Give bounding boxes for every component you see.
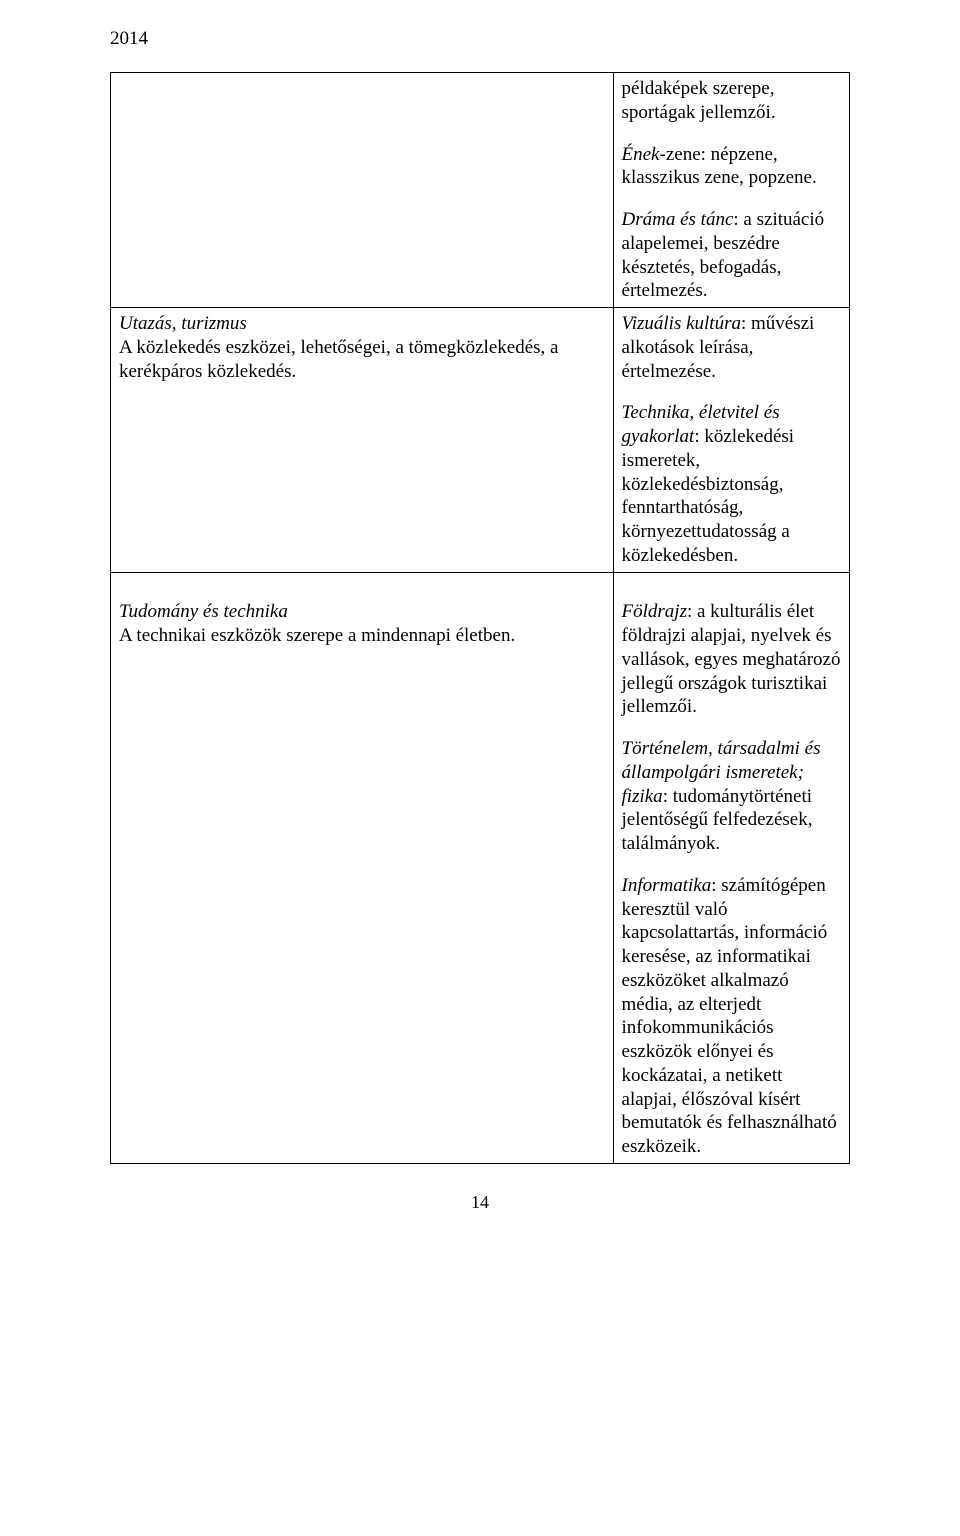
right-block: Technika, életvitel és gyakorlat: közlek… — [622, 401, 841, 567]
block-prefix: Informatika — [622, 875, 712, 896]
block-body: : számítógépen keresztül való kapcsolatt… — [622, 875, 837, 1157]
cell-right: Földrajz: a kulturális élet földrajzi al… — [613, 572, 849, 1163]
cell-right: Vizuális kultúra: művészi alkotások leír… — [613, 308, 849, 573]
left-title: Tudomány és technika — [119, 601, 288, 622]
cell-left: Utazás, turizmus A közlekedés eszközei, … — [111, 308, 614, 573]
page-number: 14 — [110, 1192, 850, 1213]
right-block: Földrajz: a kulturális élet földrajzi al… — [622, 577, 841, 720]
table-row: Tudomány és technika A technikai eszközö… — [111, 572, 850, 1163]
block-body: példaképek szerepe, sportágak jellemzői. — [622, 78, 776, 123]
block-prefix: Ének — [622, 144, 660, 165]
right-block: Dráma és tánc: a szituáció alapelemei, b… — [622, 208, 841, 303]
content-table: példaképek szerepe, sportágak jellemzői.… — [110, 72, 850, 1164]
table-row: Utazás, turizmus A közlekedés eszközei, … — [111, 308, 850, 573]
left-body: A technikai eszközök szerepe a mindennap… — [119, 625, 515, 646]
right-block: Informatika: számítógépen keresztül való… — [622, 874, 841, 1159]
year-header: 2014 — [110, 28, 850, 50]
right-block: Ének-zene: népzene, klasszikus zene, pop… — [622, 143, 841, 191]
right-block: példaképek szerepe, sportágak jellemzői. — [622, 77, 841, 125]
right-block: Vizuális kultúra: művészi alkotások leír… — [622, 312, 841, 383]
cell-left — [111, 73, 614, 308]
block-prefix: Vizuális kultúra — [622, 313, 741, 334]
block-prefix: Földrajz — [622, 601, 687, 622]
cell-right: példaképek szerepe, sportágak jellemzői.… — [613, 73, 849, 308]
cell-left: Tudomány és technika A technikai eszközö… — [111, 572, 614, 1163]
document-page: 2014 példaképek szerepe, sportágak jelle… — [0, 0, 960, 1253]
right-block: Történelem, társadalmi és állampolgári i… — [622, 737, 841, 856]
block-prefix: Dráma és tánc — [622, 209, 734, 230]
left-title: Utazás, turizmus — [119, 313, 247, 334]
table-row: példaképek szerepe, sportágak jellemzői.… — [111, 73, 850, 308]
left-body: A közlekedés eszközei, lehetőségei, a tö… — [119, 337, 558, 382]
